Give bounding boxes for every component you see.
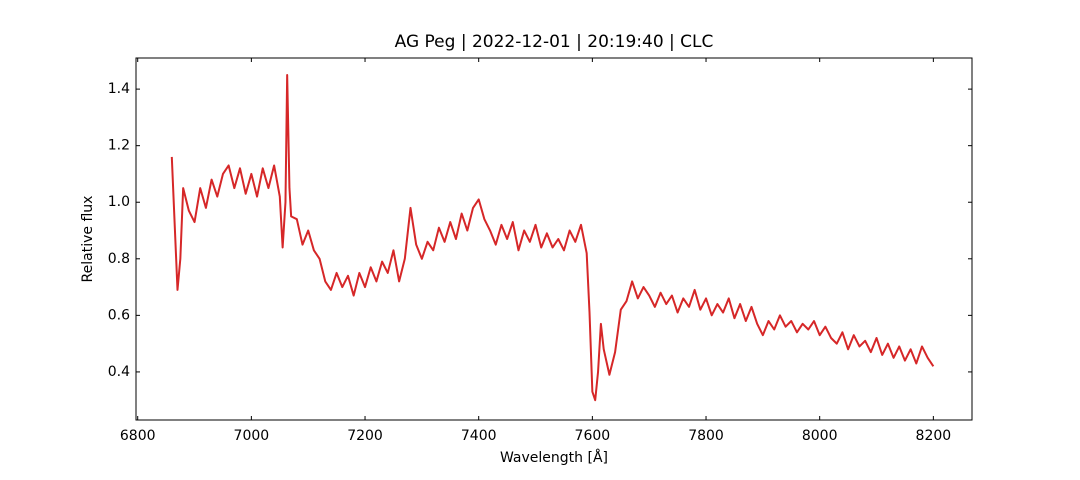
- x-tick-label: 6800: [120, 428, 156, 444]
- plot-frame: [135, 57, 973, 421]
- x-tick-label: 7200: [347, 428, 383, 444]
- y-tick-label: 1.0: [108, 194, 130, 210]
- x-tick-label: 7800: [688, 428, 724, 444]
- y-tick-label: 0.8: [108, 251, 130, 267]
- x-tick-label: 7000: [234, 428, 270, 444]
- y-tick-label: 0.4: [108, 364, 130, 380]
- y-tick-label: 1.4: [108, 81, 130, 97]
- x-tick-label: 7400: [461, 428, 497, 444]
- y-axis-label: Relative flux: [80, 196, 96, 283]
- spectrum-line: [170, 73, 935, 402]
- x-tick-label: 7600: [575, 428, 611, 444]
- x-tick-label: 8200: [916, 428, 952, 444]
- y-tick-label: 0.6: [108, 307, 130, 323]
- x-tick-label: 8000: [802, 428, 838, 444]
- y-tick-label: 1.2: [108, 138, 130, 154]
- chart-title: AG Peg | 2022-12-01 | 20:19:40 | CLC: [395, 32, 714, 52]
- x-axis-label: Wavelength [Å]: [500, 449, 608, 466]
